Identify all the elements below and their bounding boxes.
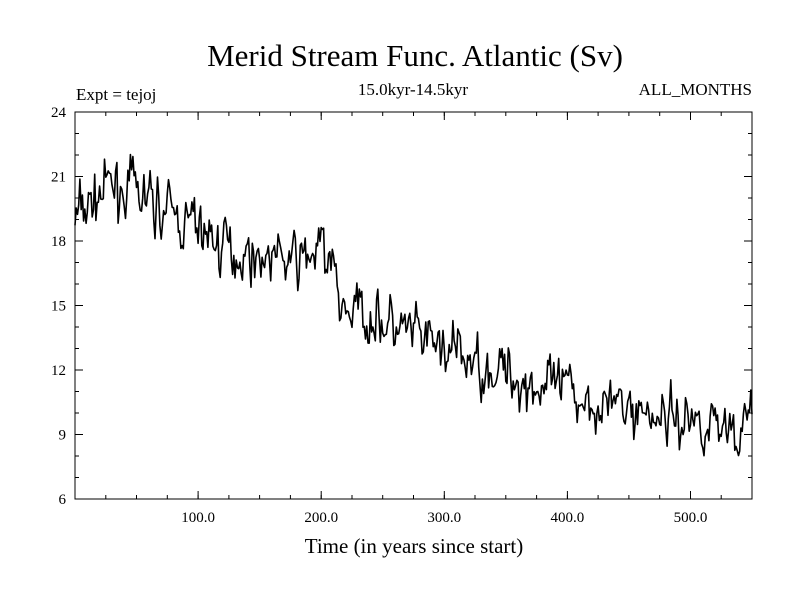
experiment-label: Expt = tejoj <box>76 85 156 104</box>
y-tick-label: 12 <box>51 363 66 379</box>
chart-subtitle: 15.0kyr-14.5kyr <box>358 80 468 99</box>
axes: 100.0 200.0 300.0 400.0 500.0 6 9 12 15 18 21 24 <box>51 105 752 526</box>
months-label: ALL_MONTHS <box>639 80 752 99</box>
x-tick-label: 500.0 <box>674 510 708 526</box>
x-axis-label: Time (in years since start) <box>305 534 524 558</box>
x-tick-label: 400.0 <box>551 510 585 526</box>
data-series <box>74 153 753 457</box>
x-tick-label: 100.0 <box>181 510 215 526</box>
y-tick-label: 21 <box>51 170 66 186</box>
x-tick-label: 300.0 <box>427 510 461 526</box>
y-tick-label: 15 <box>51 299 66 315</box>
y-tick-label: 24 <box>51 105 67 121</box>
plot-frame <box>74 111 753 500</box>
series-line <box>74 153 753 457</box>
y-tick-label: 18 <box>51 234 66 250</box>
y-tick-label: 6 <box>59 492 67 508</box>
chart-title: Merid Stream Func. Atlantic (Sv) <box>207 38 623 73</box>
x-tick-label: 200.0 <box>304 510 338 526</box>
y-tick-label: 9 <box>59 428 67 444</box>
